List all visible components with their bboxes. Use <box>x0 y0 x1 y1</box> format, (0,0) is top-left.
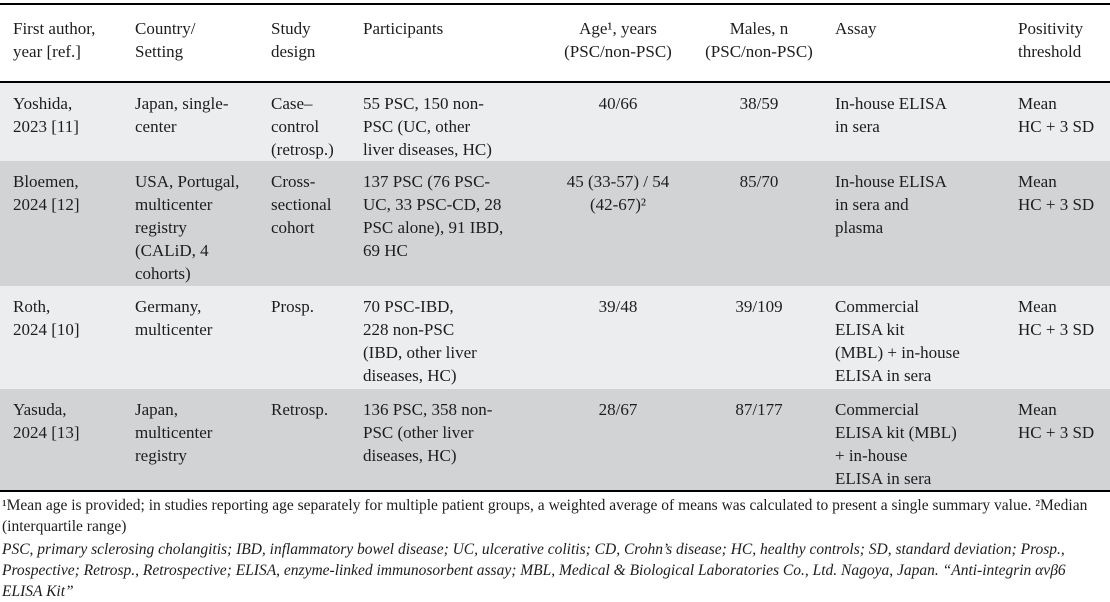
cell-study-design: Cross- sectional cohort <box>271 172 332 237</box>
cell-participants: 137 PSC (76 PSC- UC, 33 PSC-CD, 28 PSC a… <box>363 172 504 260</box>
cell-positivity-threshold: Mean HC + 3 SD <box>1018 297 1095 339</box>
cell-assay: Commercial ELISA kit (MBL) + in-house EL… <box>835 400 957 488</box>
table-row: Roth, 2024 [10] Germany, multicenter Pro… <box>0 286 1110 389</box>
footnote-age-definition: ¹Mean age is provided; in studies report… <box>2 497 1088 535</box>
cell-males: 39/109 <box>735 297 783 316</box>
footnote-abbreviations: PSC, primary sclerosing cholangitis; IBD… <box>2 541 1066 600</box>
cell-age: 40/66 <box>598 94 638 113</box>
cell-age: 28/67 <box>598 400 638 419</box>
column-header-assay: Assay <box>835 19 877 38</box>
cell-assay: In-house ELISA in sera <box>835 94 947 136</box>
cell-study-design: Retrosp. <box>271 400 329 419</box>
column-header-study-design: Study design <box>271 19 316 61</box>
cell-study-design: Case– control (retrosp.) <box>271 94 334 159</box>
cell-author: Yoshida, 2023 [11] <box>13 94 79 136</box>
column-header-males: Males, n (PSC/non-PSC) <box>705 19 813 61</box>
table-header-row: First author, year [ref.] Country/ Setti… <box>0 4 1110 82</box>
studies-table: First author, year [ref.] Country/ Setti… <box>0 3 1110 492</box>
cell-country-setting: Japan, single- center <box>135 94 229 136</box>
cell-males: 38/59 <box>739 94 779 113</box>
cell-participants: 55 PSC, 150 non- PSC (UC, other liver di… <box>363 94 492 159</box>
cell-age: 39/48 <box>598 297 638 316</box>
cell-author: Roth, 2024 [10] <box>13 297 80 339</box>
cell-assay: Commercial ELISA kit (MBL) + in-house EL… <box>835 297 960 385</box>
column-header-positivity-threshold: Positivity threshold <box>1018 19 1084 61</box>
cell-males: 87/177 <box>735 400 783 419</box>
cell-country-setting: Germany, multicenter <box>135 297 213 339</box>
cell-author: Yasuda, 2024 [13] <box>13 400 80 442</box>
table-row: Yasuda, 2024 [13] Japan, multicenter reg… <box>0 389 1110 491</box>
cell-males: 85/70 <box>739 172 779 191</box>
cell-country-setting: USA, Portugal, multicenter registry (CAL… <box>135 172 240 283</box>
table-row: Bloemen, 2024 [12] USA, Portugal, multic… <box>0 161 1110 286</box>
column-header-age: Age¹, years (PSC/non-PSC) <box>564 19 672 61</box>
column-header-participants: Participants <box>363 19 444 38</box>
cell-author: Bloemen, 2024 [12] <box>13 172 80 214</box>
cell-participants: 70 PSC-IBD, 228 non-PSC (IBD, other live… <box>363 297 477 385</box>
table-row: Yoshida, 2023 [11] Japan, single- center… <box>0 82 1110 161</box>
cell-positivity-threshold: Mean HC + 3 SD <box>1018 94 1095 136</box>
cell-study-design: Prosp. <box>271 297 314 316</box>
cell-participants: 136 PSC, 358 non- PSC (other liver disea… <box>363 400 493 465</box>
cell-age: 45 (33-57) / 54 (42-67)² <box>566 172 670 214</box>
column-header-country-setting: Country/ Setting <box>135 19 196 61</box>
cell-country-setting: Japan, multicenter registry <box>135 400 213 465</box>
cell-assay: In-house ELISA in sera and plasma <box>835 172 947 237</box>
column-header-author: First author, year [ref.] <box>13 19 96 61</box>
cell-positivity-threshold: Mean HC + 3 SD <box>1018 172 1095 214</box>
cell-positivity-threshold: Mean HC + 3 SD <box>1018 400 1095 442</box>
table-footnotes: ¹Mean age is provided; in studies report… <box>0 492 1110 602</box>
